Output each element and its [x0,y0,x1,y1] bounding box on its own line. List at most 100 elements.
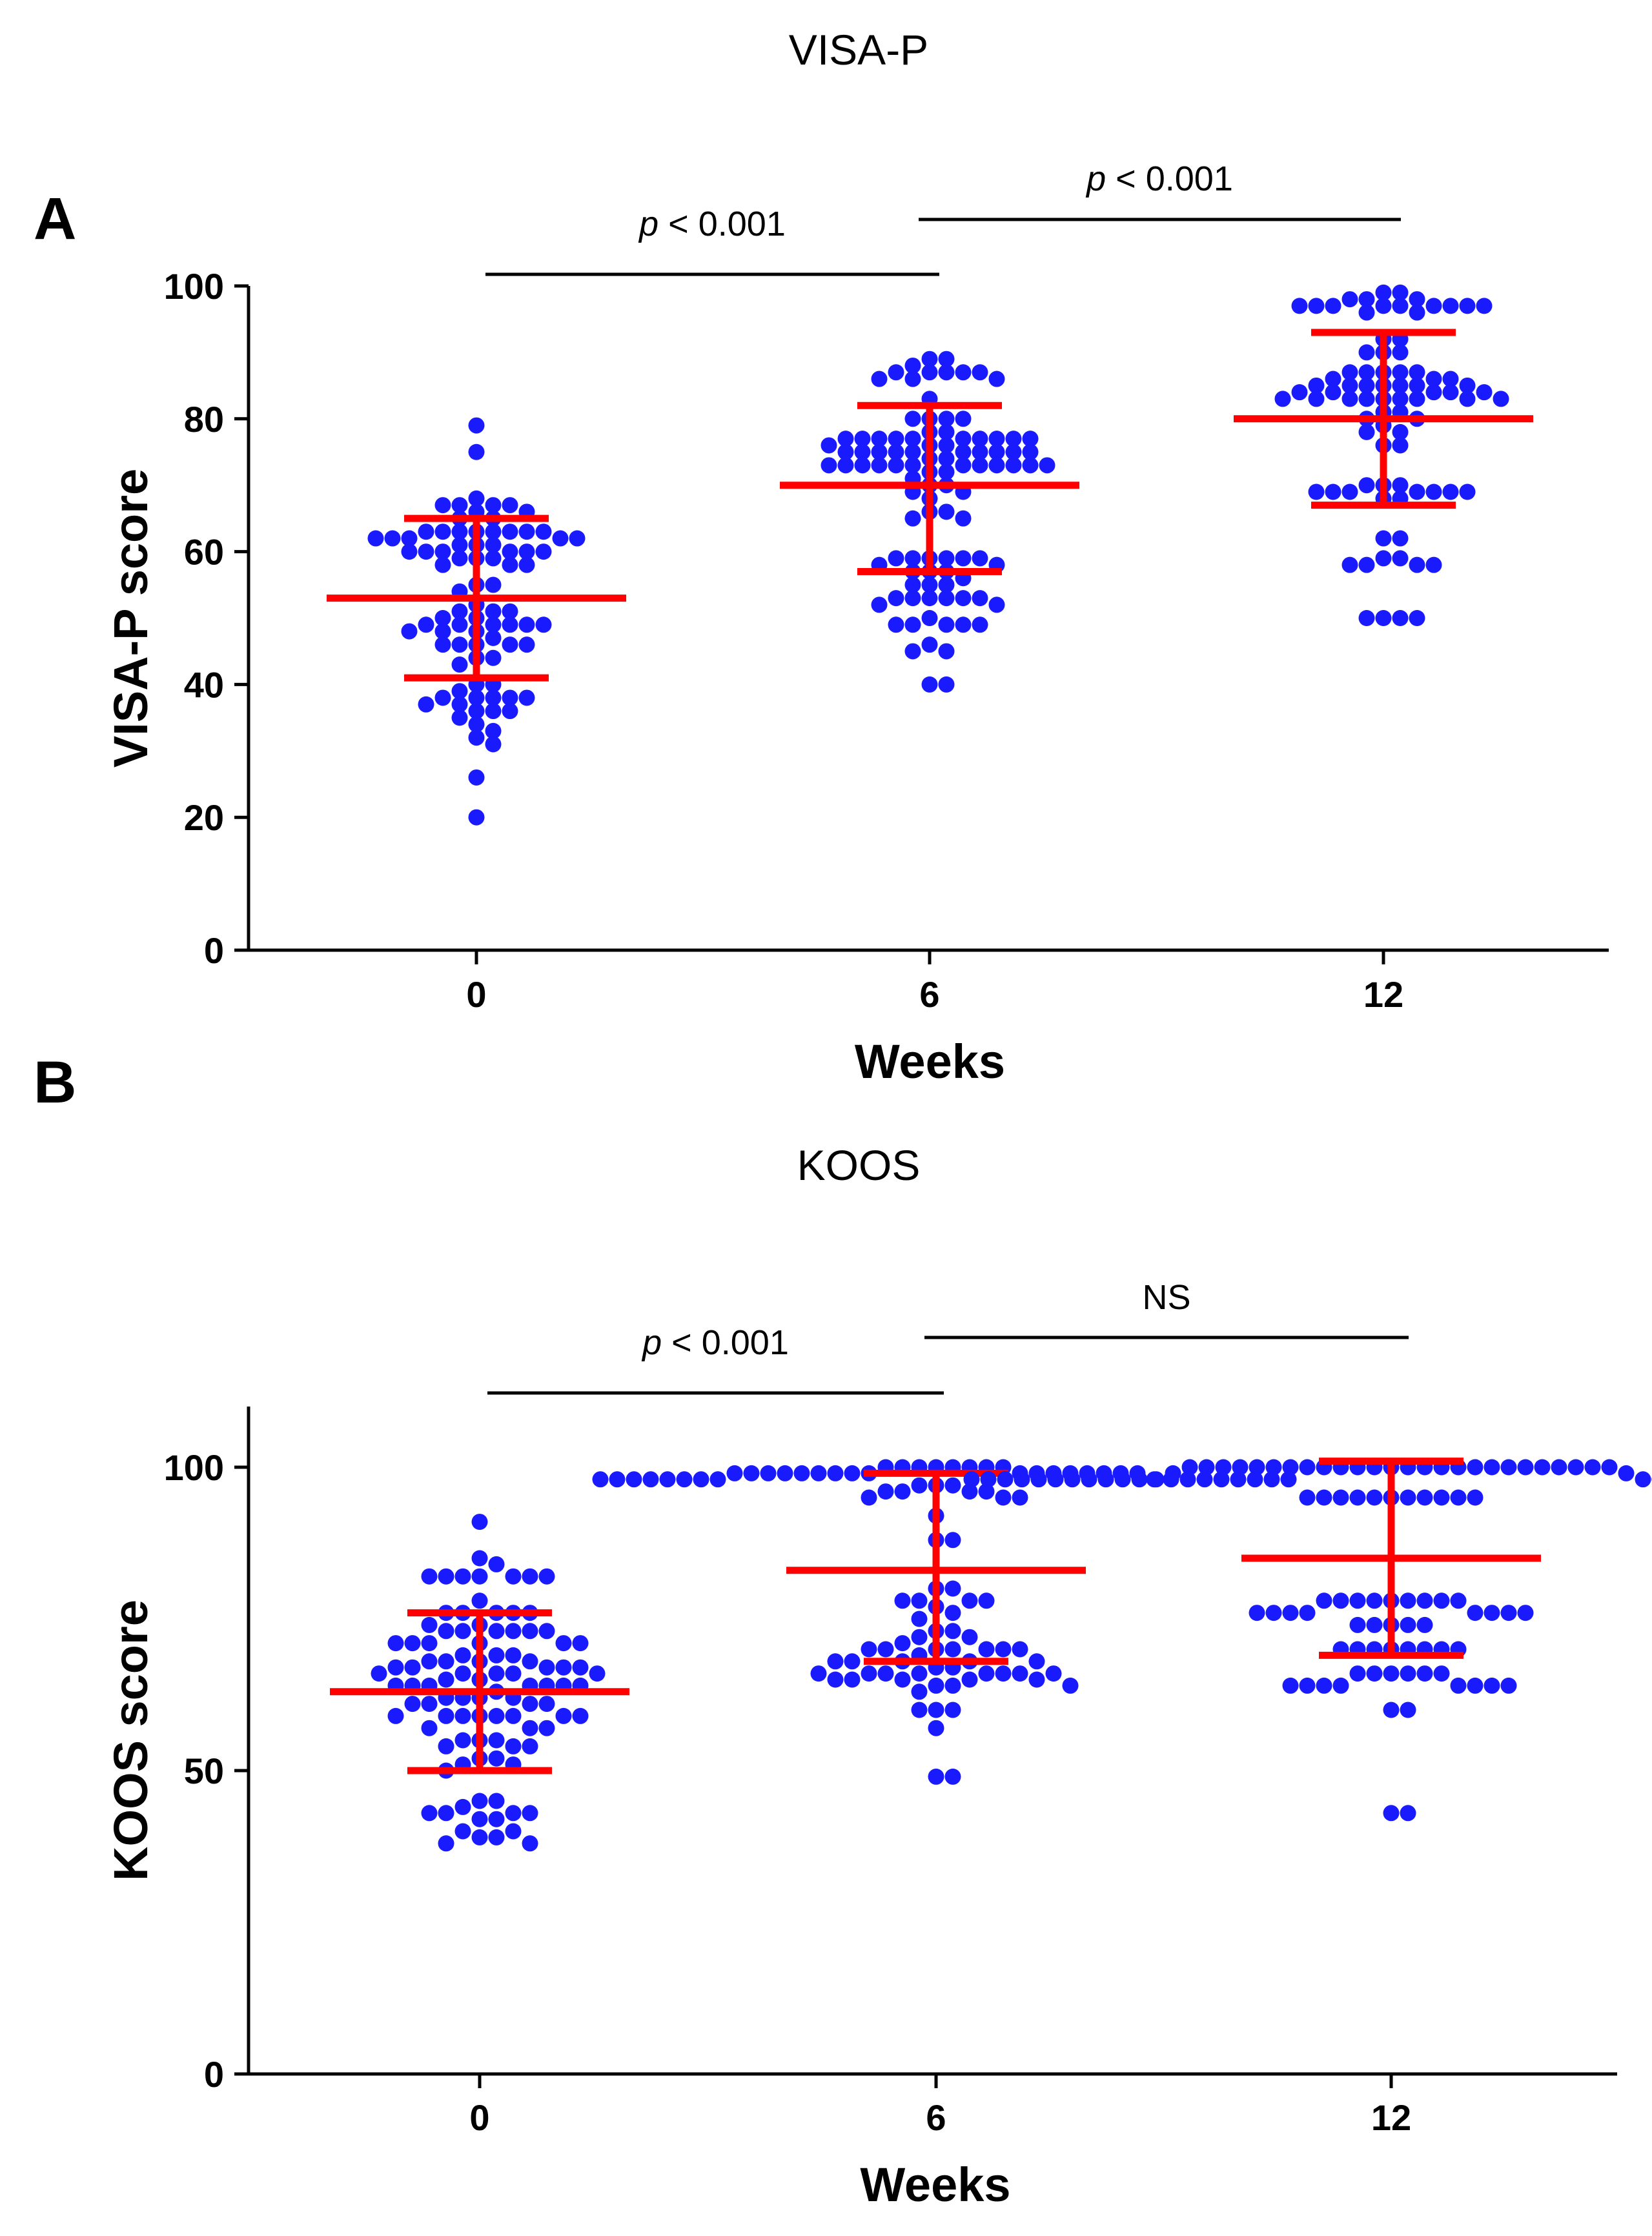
koos-data-point [1416,1489,1433,1506]
koos-significance-label: NS [1142,1278,1190,1317]
koos-data-point [1433,1665,1450,1682]
koos-data-point [1247,1471,1263,1488]
koos-data-point [1349,1489,1366,1506]
koos-data-point [555,1635,572,1652]
koos-x-tick-label: 6 [926,2097,946,2138]
koos-week-0-points [371,1514,606,1852]
visa-p-data-point [1325,298,1341,314]
visa-p-data-point [451,497,468,514]
visa-p-data-point [434,623,451,640]
koos-data-point [421,1805,438,1822]
visa-p-data-point [938,351,955,367]
koos-data-point [1433,1489,1450,1506]
koos-data-point [911,1683,928,1700]
koos-data-point [572,1659,589,1676]
koos-data-point [471,1550,488,1567]
visa-p-data-point [921,636,938,653]
visa-p-data-point [1308,298,1325,314]
koos-data-point [626,1471,642,1488]
koos-data-point [944,1580,961,1597]
koos-data-point [505,1623,522,1640]
visa-p-data-point [418,616,434,633]
koos-data-point [1299,1489,1316,1506]
visa-p-y-tick-label: 20 [184,797,224,838]
koos-data-point [1232,1459,1249,1476]
koos-data-point [777,1465,793,1481]
visa-p-data-point [1392,284,1409,301]
koos-data-point [980,1471,997,1488]
koos-data-point [1179,1471,1196,1488]
koos-y-tick-label: 50 [184,1751,224,1791]
visa-p-data-point [921,590,938,607]
koos-data-point [1584,1459,1601,1476]
koos-significance-p: p [641,1323,662,1362]
koos-data-point [538,1659,555,1676]
visa-p-data-point [1392,530,1409,547]
visa-p-data-point [485,536,502,553]
visa-p-data-point [955,431,972,447]
koos-data-point [1635,1471,1651,1488]
koos-data-point [505,1823,522,1840]
panel-b: B KOOS 0 50 100 0 6 12 Weeks KOOS score p < 0.00… [34,1050,1652,2211]
visa-p-data-point [837,443,854,460]
visa-p-data-point [988,443,1005,460]
koos-data-point [1265,1605,1282,1621]
koos-data-point [894,1671,911,1688]
visa-p-data-point [1358,344,1375,361]
koos-data-point [438,1568,454,1585]
visa-p-significance-label: p < 0.001 [1085,159,1233,198]
visa-p-data-point [468,490,485,507]
visa-p-data-point [1409,291,1425,308]
visa-p-data-point [401,530,418,547]
visa-p-data-point [468,443,485,460]
visa-p-data-point [1005,431,1022,447]
koos-data-point [522,1623,538,1640]
visa-p-data-point [1291,384,1308,401]
visa-p-data-point [401,623,418,640]
koos-data-point [387,1635,404,1652]
koos-data-point [404,1696,421,1713]
koos-data-point [944,1702,961,1718]
visa-p-data-point [451,636,468,653]
koos-data-point [488,1829,505,1845]
koos-data-point [421,1635,438,1652]
koos-data-point [1601,1459,1618,1476]
visa-p-y-axis-label: VISA-P score [104,469,158,767]
visa-p-plot: 0 20 40 60 80 100 0 6 12 Weeks VISA-P score p < 0.0… [104,159,1609,1088]
koos-data-point [1366,1489,1383,1506]
koos-data-point [488,1811,505,1827]
visa-p-data-point [921,364,938,381]
koos-data-point [1400,1702,1416,1718]
koos-data-point [1450,1489,1467,1506]
visa-p-data-point [904,643,921,660]
koos-y-tick-label: 100 [164,1447,224,1488]
koos-data-point [1332,1592,1349,1609]
koos-data-point [928,1702,944,1718]
koos-data-point [1047,1471,1064,1488]
koos-data-point [538,1623,555,1640]
koos-data-point [1484,1677,1500,1694]
visa-p-data-point [518,523,535,540]
visa-p-data-point [938,411,955,427]
visa-p-data-point [451,656,468,673]
koos-data-point [709,1471,726,1488]
koos-data-point [438,1805,454,1822]
koos-x-tick-label: 0 [469,2097,489,2138]
koos-data-point [844,1671,861,1688]
koos-data-point [894,1592,911,1609]
visa-p-data-point [502,497,518,514]
koos-data-point [538,1696,555,1713]
visa-p-data-point [451,536,468,553]
visa-p-data-point [485,576,502,593]
visa-p-data-point [502,544,518,560]
visa-p-data-point [1022,431,1039,447]
visa-p-data-point [904,510,921,527]
visa-p-data-point [921,610,938,626]
koos-data-point [1263,1471,1280,1488]
koos-data-point [1165,1465,1181,1481]
visa-p-data-point [468,716,485,733]
visa-p-data-point [837,457,854,474]
koos-data-point [488,1707,505,1724]
visa-p-data-point [535,616,552,633]
visa-p-data-point [1005,457,1022,474]
